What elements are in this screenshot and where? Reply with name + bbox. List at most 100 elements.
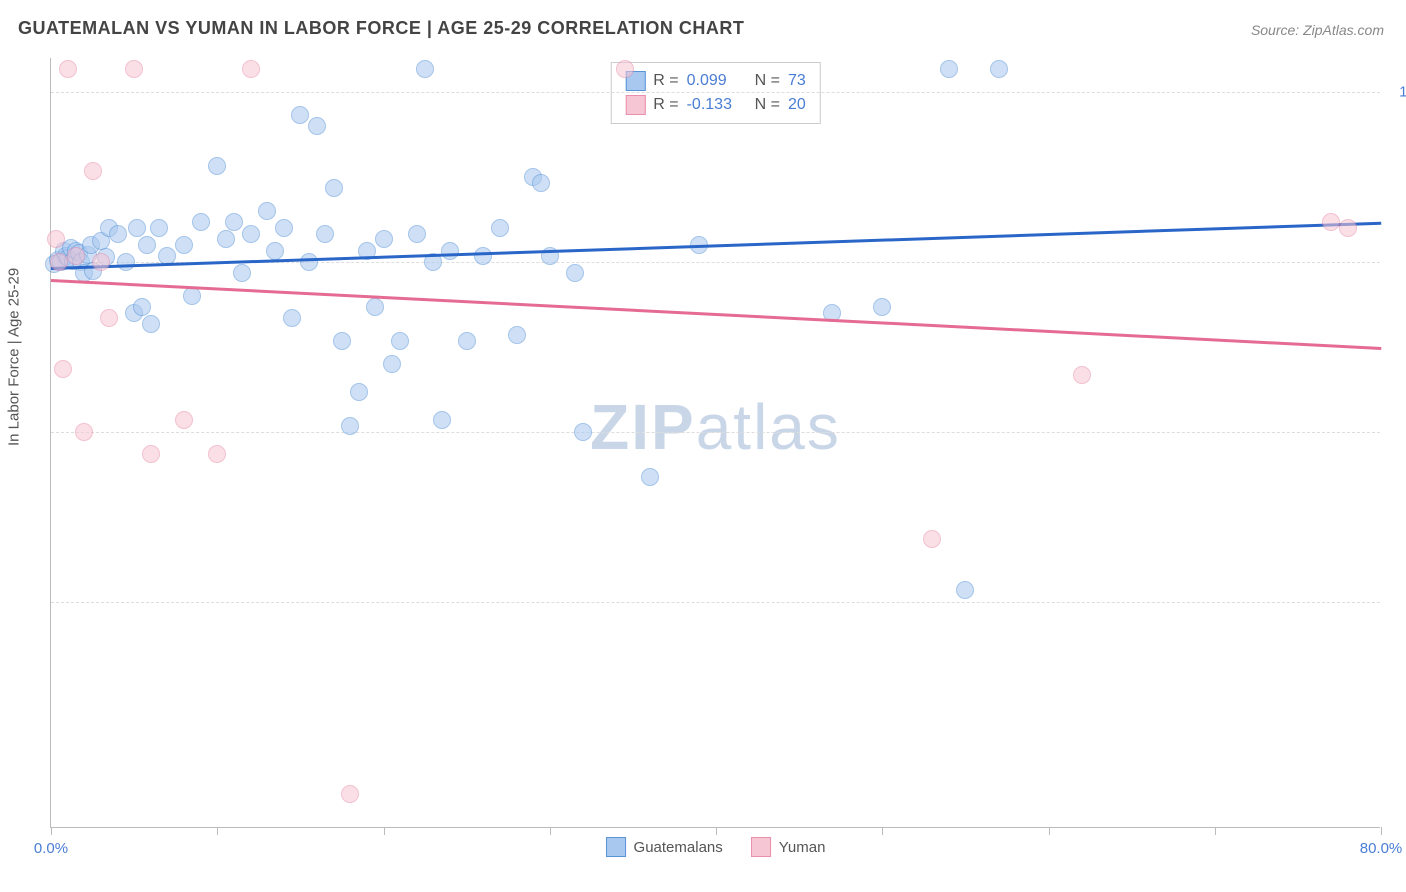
- legend-n-label: N =: [755, 69, 780, 93]
- scatter-point: [416, 60, 434, 78]
- scatter-point: [308, 117, 326, 135]
- scatter-point: [375, 230, 393, 248]
- legend-n-label: N =: [755, 93, 780, 117]
- x-tick-label: 0.0%: [34, 840, 68, 857]
- x-tick: [217, 827, 218, 835]
- scatter-point: [266, 242, 284, 260]
- legend-r-label: R =: [653, 69, 678, 93]
- scatter-point: [532, 174, 550, 192]
- legend-n-value: 20: [788, 93, 806, 117]
- legend-item: Guatemalans: [606, 837, 723, 857]
- trend-line: [51, 279, 1381, 350]
- legend-stat-row: R = 0.099 N = 73: [625, 69, 805, 93]
- scatter-point: [117, 253, 135, 271]
- scatter-point: [923, 530, 941, 548]
- x-tick: [882, 827, 883, 835]
- scatter-point: [383, 355, 401, 373]
- scatter-point: [956, 581, 974, 599]
- legend-swatch: [606, 837, 626, 857]
- scatter-point: [391, 332, 409, 350]
- x-tick: [384, 827, 385, 835]
- scatter-point: [208, 445, 226, 463]
- scatter-point: [341, 785, 359, 803]
- scatter-point: [433, 411, 451, 429]
- scatter-point: [175, 236, 193, 254]
- scatter-point: [242, 60, 260, 78]
- x-tick-label: 80.0%: [1360, 840, 1403, 857]
- chart-title: GUATEMALAN VS YUMAN IN LABOR FORCE | AGE…: [18, 18, 744, 39]
- scatter-point: [208, 157, 226, 175]
- scatter-point: [990, 60, 1008, 78]
- legend-label: Guatemalans: [634, 839, 723, 856]
- scatter-point: [142, 315, 160, 333]
- scatter-point: [350, 383, 368, 401]
- scatter-point: [258, 202, 276, 220]
- scatter-point: [366, 298, 384, 316]
- gridline: [51, 92, 1380, 93]
- y-tick-label: 85.0%: [1390, 253, 1406, 270]
- legend-r-label: R =: [653, 93, 678, 117]
- scatter-point: [1339, 219, 1357, 237]
- scatter-point: [92, 253, 110, 271]
- scatter-point: [441, 242, 459, 260]
- x-tick: [1381, 827, 1382, 835]
- plot-area: ZIPatlas R = 0.099N = 73R = -0.133N = 20…: [50, 58, 1380, 828]
- scatter-point: [47, 230, 65, 248]
- legend-swatch: [625, 95, 645, 115]
- scatter-point: [300, 253, 318, 271]
- y-tick-label: 100.0%: [1390, 83, 1406, 100]
- scatter-point: [341, 417, 359, 435]
- scatter-point: [616, 60, 634, 78]
- scatter-point: [325, 179, 343, 197]
- scatter-point: [128, 219, 146, 237]
- scatter-point: [217, 230, 235, 248]
- scatter-point: [125, 60, 143, 78]
- scatter-point: [192, 213, 210, 231]
- y-axis-label: In Labor Force | Age 25-29: [6, 268, 23, 446]
- x-tick: [716, 827, 717, 835]
- scatter-point: [333, 332, 351, 350]
- scatter-point: [508, 326, 526, 344]
- scatter-point: [940, 60, 958, 78]
- legend-r-value: 0.099: [687, 69, 747, 93]
- x-tick: [550, 827, 551, 835]
- scatter-point: [491, 219, 509, 237]
- scatter-point: [133, 298, 151, 316]
- scatter-point: [291, 106, 309, 124]
- scatter-point: [641, 468, 659, 486]
- legend-correlation-box: R = 0.099N = 73R = -0.133N = 20: [610, 62, 820, 124]
- source-label: Source: ZipAtlas.com: [1251, 22, 1384, 38]
- scatter-point: [67, 247, 85, 265]
- scatter-point: [1322, 213, 1340, 231]
- scatter-point: [54, 360, 72, 378]
- scatter-point: [566, 264, 584, 282]
- x-tick: [1215, 827, 1216, 835]
- scatter-point: [150, 219, 168, 237]
- gridline: [51, 602, 1380, 603]
- gridline: [51, 432, 1380, 433]
- scatter-point: [574, 423, 592, 441]
- chart-container: GUATEMALAN VS YUMAN IN LABOR FORCE | AGE…: [0, 0, 1406, 892]
- scatter-point: [59, 60, 77, 78]
- scatter-point: [458, 332, 476, 350]
- watermark: ZIPatlas: [590, 390, 841, 464]
- scatter-point: [175, 411, 193, 429]
- scatter-point: [1073, 366, 1091, 384]
- legend-n-value: 73: [788, 69, 806, 93]
- x-tick: [51, 827, 52, 835]
- y-tick-label: 55.0%: [1390, 593, 1406, 610]
- scatter-point: [233, 264, 251, 282]
- scatter-point: [242, 225, 260, 243]
- scatter-point: [408, 225, 426, 243]
- scatter-point: [84, 162, 102, 180]
- scatter-point: [100, 309, 118, 327]
- scatter-point: [109, 225, 127, 243]
- scatter-point: [142, 445, 160, 463]
- scatter-point: [75, 423, 93, 441]
- legend-item: Yuman: [751, 837, 826, 857]
- scatter-point: [138, 236, 156, 254]
- watermark-light: atlas: [696, 391, 841, 463]
- scatter-point: [474, 247, 492, 265]
- scatter-point: [283, 309, 301, 327]
- scatter-point: [316, 225, 334, 243]
